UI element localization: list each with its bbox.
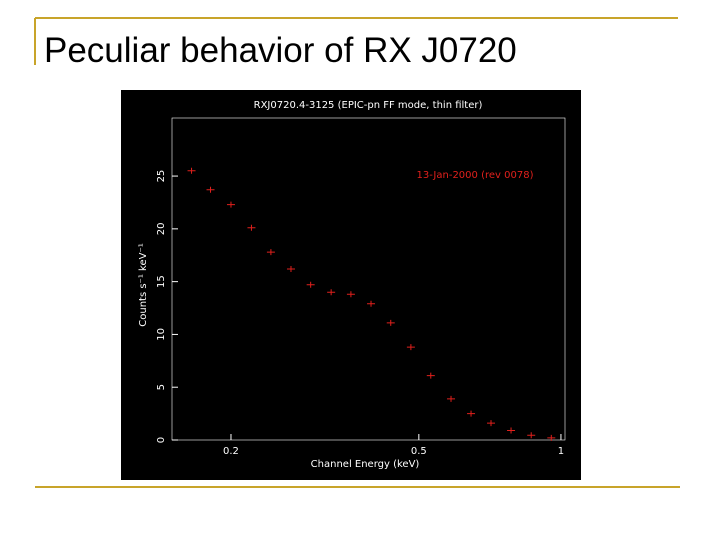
data-point — [327, 289, 336, 296]
x-axis-label: Channel Energy (keV) — [311, 459, 420, 470]
data-point — [447, 395, 456, 402]
data-point — [247, 224, 256, 231]
chart-title: RXJ0720.4-3125 (EPIC-pn FF mode, thin fi… — [254, 100, 483, 111]
data-point — [306, 281, 315, 288]
data-point — [547, 434, 556, 441]
y-tick-label: 0 — [156, 437, 167, 443]
data-point — [507, 427, 516, 434]
data-point — [226, 201, 235, 208]
y-tick-label: 15 — [156, 275, 167, 288]
data-point — [187, 167, 196, 174]
x-tick-label: 0.5 — [411, 446, 427, 457]
plot-background — [121, 90, 581, 480]
data-point — [206, 186, 215, 193]
y-tick-label: 10 — [156, 328, 167, 341]
data-point — [467, 410, 476, 417]
axes-frame — [171, 117, 566, 441]
y-tick-label: 20 — [156, 222, 167, 235]
data-point — [386, 319, 395, 326]
data-point — [527, 432, 536, 439]
y-tick-label: 5 — [156, 384, 167, 390]
annotation: 13-Jan-2000 (rev 0078) — [417, 170, 534, 181]
x-tick-label: 1 — [558, 446, 564, 457]
data-point — [426, 372, 435, 379]
x-tick-label: 0.2 — [223, 446, 239, 457]
data-point — [286, 265, 295, 272]
data-point — [266, 249, 275, 256]
y-axis-label: Counts s⁻¹ keV⁻¹ — [138, 243, 149, 326]
slide-title: Peculiar behavior of RX J0720 — [44, 31, 517, 70]
y-tick-label: 25 — [156, 170, 167, 183]
data-point — [367, 300, 376, 307]
data-point — [487, 420, 496, 427]
data-point — [406, 344, 415, 351]
plot: RXJ0720.4-3125 (EPIC-pn FF mode, thin fi… — [121, 90, 581, 480]
data-point — [346, 291, 355, 298]
